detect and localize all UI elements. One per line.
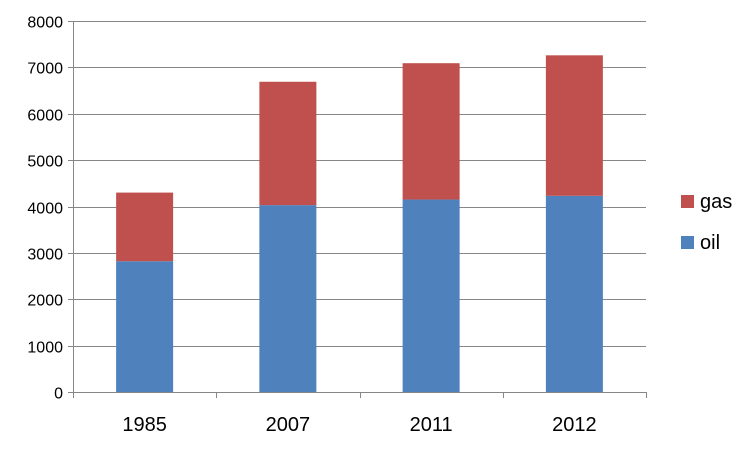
y-tick-label: 1000	[27, 340, 63, 357]
legend-label-oil: oil	[700, 232, 720, 254]
x-tick-label: 2012	[552, 414, 597, 436]
y-tick-label: 8000	[27, 15, 63, 32]
y-tick-label: 2000	[27, 293, 63, 310]
y-tick-label: 3000	[27, 247, 63, 264]
bar-gas-2012	[545, 55, 603, 196]
bar-gas-1985	[116, 192, 174, 262]
y-tick-label: 0	[54, 386, 63, 403]
x-tick-label: 1985	[122, 414, 167, 436]
bar-oil-2007	[259, 205, 317, 392]
bar-gas-2011	[402, 63, 460, 200]
legend-swatch-oil	[681, 236, 694, 249]
bar-oil-1985	[116, 261, 174, 392]
y-tick-label: 4000	[27, 201, 63, 218]
y-tick-label: 7000	[27, 61, 63, 78]
legend-swatch-gas	[681, 195, 694, 208]
bar-oil-2011	[402, 199, 460, 392]
y-tick-label: 6000	[27, 108, 63, 125]
bar-gas-2007	[259, 81, 317, 206]
legend-label-gas: gas	[700, 191, 732, 213]
x-tick-label: 2007	[266, 414, 311, 436]
y-tick-label: 5000	[27, 154, 63, 171]
bar-oil-2012	[545, 195, 603, 392]
x-tick-label: 2011	[410, 414, 453, 436]
